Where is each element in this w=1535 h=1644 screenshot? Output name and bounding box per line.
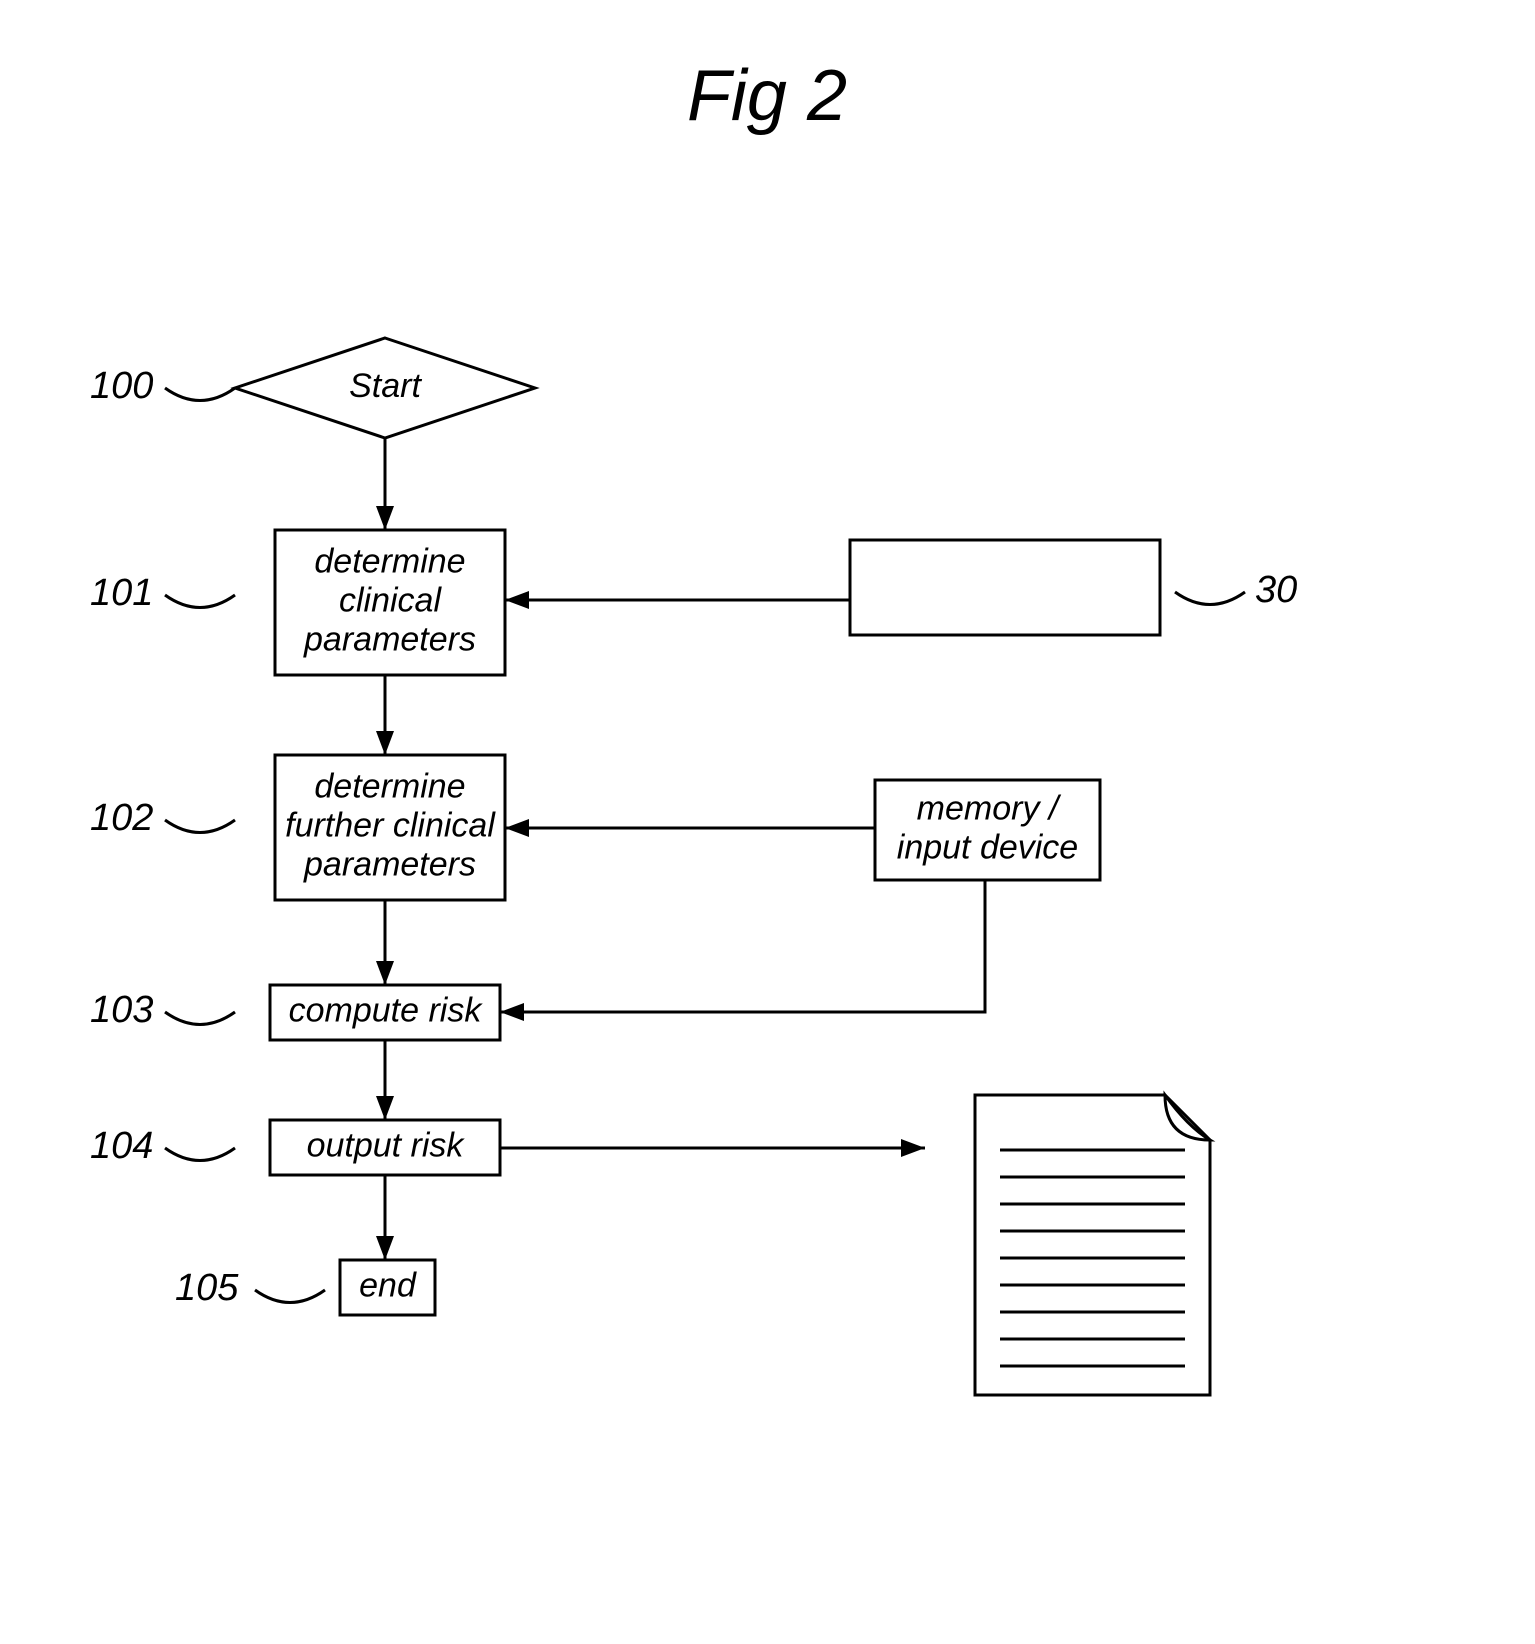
node-n101-text: determine: [314, 542, 465, 580]
figure-title: Fig 2: [687, 56, 847, 136]
node-start-text: Start: [349, 367, 422, 405]
label-l101: 101: [90, 572, 153, 614]
label-l104: 104: [90, 1125, 153, 1167]
node-n104-text: output risk: [307, 1126, 466, 1164]
label-l30: 30: [1255, 569, 1297, 611]
label-l103: 103: [90, 989, 153, 1031]
label-l105: 105: [175, 1267, 239, 1309]
node-n102-text: parameters: [303, 846, 476, 884]
label-l102: 102: [90, 797, 153, 839]
node-n102-text: determine: [314, 767, 465, 805]
label-l100: 100: [90, 365, 153, 407]
node-n102-text: further clinical: [285, 806, 496, 844]
node-n101-text: clinical: [339, 581, 442, 619]
node-memory-text: memory /: [917, 789, 1062, 827]
node-n103-text: compute risk: [289, 991, 484, 1029]
node-n101-text: parameters: [303, 621, 476, 659]
node-n105-text: end: [359, 1266, 417, 1304]
node-memory-text: input device: [897, 829, 1078, 867]
